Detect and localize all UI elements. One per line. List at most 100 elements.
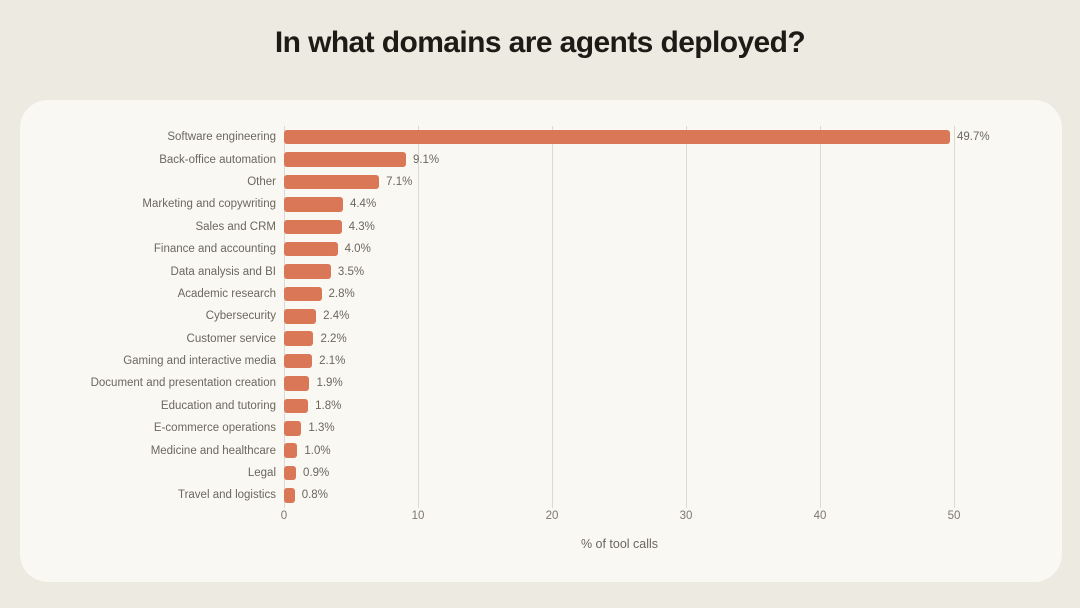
bar-track: 49.7% (284, 129, 1062, 145)
chart-card: Software engineering 49.7% Back-office aut… (20, 100, 1062, 582)
bar (284, 197, 343, 212)
gridline-x-20 (552, 126, 553, 508)
bar-row: Gaming and interactive media 2.1% (20, 350, 1062, 372)
bar-track: 0.8% (284, 488, 1062, 503)
bar (284, 488, 295, 503)
bar-value-label: 7.1% (386, 175, 413, 188)
bar-row: E-commerce operations 1.3% (20, 417, 1062, 439)
bar-row: Other 7.1% (20, 171, 1062, 193)
category-label: Customer service (186, 332, 276, 345)
gridline-x-50 (954, 126, 955, 508)
x-tick-label: 20 (545, 510, 559, 522)
x-axis-title: % of tool calls (580, 537, 659, 551)
category-label: Sales and CRM (195, 220, 276, 233)
category-label: Education and tutoring (160, 399, 276, 412)
bar-track: 2.8% (284, 286, 1062, 302)
bar (284, 286, 322, 302)
bar-row: Data analysis and BI 3.5% (20, 260, 1062, 282)
bar (284, 174, 380, 190)
bar-value-label: 4.0% (344, 243, 371, 256)
bar-track: 2.2% (284, 331, 1062, 346)
bar-value-label: 1.3% (308, 422, 335, 435)
x-tick-label: 50 (947, 510, 961, 522)
bar-value-label: 4.4% (349, 198, 377, 211)
bar-row: Education and tutoring 1.8% (20, 395, 1062, 417)
bar-value-label: 2.2% (320, 332, 347, 345)
bar (284, 398, 309, 414)
bar-value-label: 2.4% (323, 310, 350, 323)
bar-row: Software engineering 49.7% (20, 126, 1062, 148)
bar-row: Medicine and healthcare 1.0% (20, 439, 1062, 461)
category-label: Software engineering (167, 131, 276, 144)
bar-row: Customer service 2.2% (20, 328, 1062, 350)
bar-value-label: 0.8% (301, 489, 328, 502)
category-label: Academic research (177, 287, 276, 300)
bar-row: Travel and logistics 0.8% (20, 484, 1062, 506)
gridline-x-10 (418, 126, 419, 508)
category-label: Medicine and healthcare (150, 444, 276, 457)
bar-row: Legal 0.9% (20, 462, 1062, 484)
bar-value-label: 2.1% (319, 355, 346, 368)
bar-row: Sales and CRM 4.3% (20, 216, 1062, 238)
bar (284, 241, 338, 257)
bar-track: 2.1% (284, 353, 1062, 369)
x-tick-label: 0 (280, 510, 288, 522)
bar (284, 376, 310, 391)
bar-track: 9.1% (284, 152, 1062, 167)
bar-row: Cybersecurity 2.4% (20, 305, 1062, 327)
category-label: Legal (247, 467, 276, 480)
category-label: Back-office automation (159, 153, 276, 166)
x-tick-label: 10 (411, 510, 425, 522)
bar-track: 7.1% (284, 174, 1062, 190)
bar-track: 0.9% (284, 465, 1062, 481)
bar (284, 331, 314, 346)
category-label: Data analysis and BI (170, 265, 276, 278)
bar-track: 2.4% (284, 309, 1062, 324)
bar-value-label: 1.0% (304, 444, 331, 457)
bar-track: 4.3% (284, 219, 1062, 234)
bar-track: 4.0% (284, 241, 1062, 257)
bar-value-label: 1.8% (315, 399, 342, 412)
bar-value-label: 1.9% (316, 377, 343, 390)
bar-row: Back-office automation 9.1% (20, 148, 1062, 170)
category-label: Gaming and interactive media (123, 355, 276, 368)
category-label: E-commerce operations (153, 422, 276, 435)
bar (284, 129, 950, 145)
category-label: Other (247, 175, 276, 188)
page-title: In what domains are agents deployed? (274, 26, 806, 59)
bar-track: 1.9% (284, 376, 1062, 391)
bar (284, 219, 342, 234)
bar-track: 3.5% (284, 264, 1062, 279)
x-tick-label: 30 (679, 510, 693, 522)
bar-value-label: 49.7% (956, 131, 990, 144)
bar (284, 443, 298, 458)
bar-value-label: 2.8% (328, 287, 355, 300)
category-label: Travel and logistics (177, 489, 276, 502)
bar-track: 1.8% (284, 398, 1062, 414)
bar (284, 353, 313, 369)
bar (284, 309, 317, 324)
bar-value-label: 3.5% (337, 265, 365, 278)
bar-track: 1.0% (284, 443, 1062, 458)
bar-value-label: 4.3% (348, 220, 375, 233)
bar-value-label: 0.9% (303, 467, 330, 480)
bar (284, 264, 331, 279)
bar (284, 152, 406, 167)
category-label: Document and presentation creation (90, 377, 276, 390)
bar-row: Academic research 2.8% (20, 283, 1062, 305)
bar-track: 1.3% (284, 421, 1062, 436)
category-label: Marketing and copywriting (142, 198, 276, 211)
bar-value-label: 9.1% (412, 153, 440, 166)
category-label: Finance and accounting (153, 243, 276, 256)
bar-row: Finance and accounting 4.0% (20, 238, 1062, 260)
bar (284, 421, 302, 436)
bar-row: Document and presentation creation 1.9% (20, 372, 1062, 394)
x-tick-label: 40 (813, 510, 827, 522)
x-axis-tick-labels: 0 10 20 30 40 50 (280, 510, 1044, 526)
bar-track: 4.4% (284, 197, 1062, 212)
gridline-x-40 (820, 126, 821, 508)
gridline-x-30 (686, 126, 687, 508)
bar (284, 465, 297, 481)
bar-rows: Software engineering 49.7% Back-office aut… (20, 126, 1062, 507)
bar-row: Marketing and copywriting 4.4% (20, 193, 1062, 215)
